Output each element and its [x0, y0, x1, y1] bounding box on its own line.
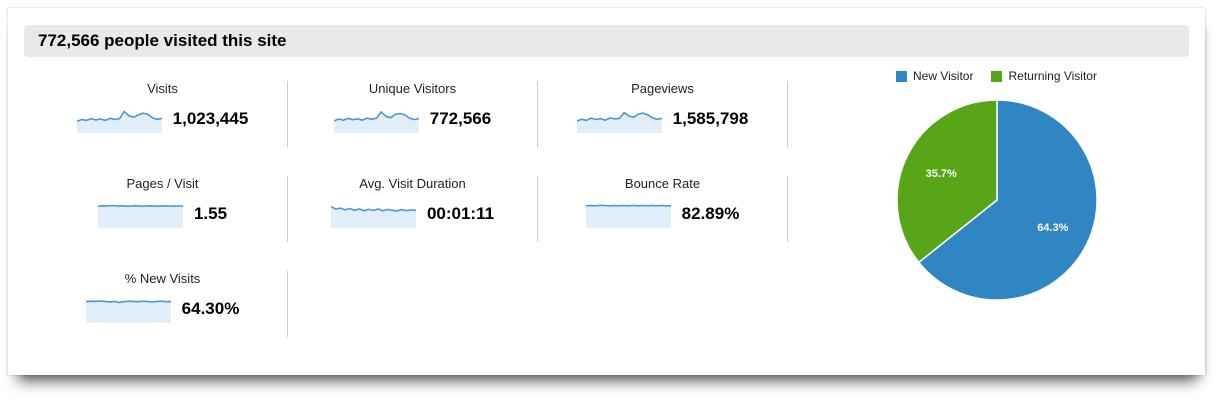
metrics-grid: Visits 1,023,445 Unique Visitors 772,566… [38, 63, 788, 337]
sparkline-chart-icon [330, 205, 416, 228]
metric-label: Bounce Rate [624, 176, 701, 191]
metric-percent-new-visits[interactable]: % New Visits 64.30% [38, 271, 288, 337]
sparkline-chart-icon [576, 111, 662, 133]
overview-header: 772,566 people visited this site [24, 25, 1189, 57]
legend-swatch-new-visitor-icon [896, 70, 908, 82]
metric-avg-visit-duration[interactable]: Avg. Visit Duration 00:01:11 [288, 176, 538, 242]
sparkline-chart-icon [85, 300, 171, 323]
legend-label: Returning Visitor [1008, 69, 1097, 83]
pie-legend: New Visitor Returning Visitor [896, 69, 1097, 83]
metric-label: Pages / Visit [126, 176, 199, 191]
legend-item-returning-visitor: Returning Visitor [991, 69, 1097, 83]
metric-bounce-rate[interactable]: Bounce Rate 82.89% [538, 176, 788, 242]
metric-pageviews[interactable]: Pageviews 1,585,798 [538, 81, 788, 147]
overview-content: Visits 1,023,445 Unique Visitors 772,566… [8, 63, 1205, 337]
sparkline-chart-icon [333, 111, 419, 133]
visitor-type-pie-chart[interactable]: 64.3% 35.7% [892, 95, 1102, 305]
metric-pages-per-visit[interactable]: Pages / Visit 1.55 [38, 176, 288, 242]
svg-text:35.7%: 35.7% [925, 168, 956, 180]
sparkline-chart-icon [585, 204, 671, 228]
metric-value: 1,585,798 [672, 109, 749, 128]
dashboard-page: 772,566 people visited this site Visits … [8, 8, 1205, 375]
page-title: 772,566 people visited this site [38, 31, 287, 50]
visitor-type-panel: New Visitor Returning Visitor 64.3% 35.7% [788, 63, 1205, 337]
metric-label: Unique Visitors [368, 81, 457, 96]
svg-text:64.3%: 64.3% [1037, 222, 1068, 234]
metric-value: 1,023,445 [172, 109, 249, 128]
metric-label: % New Visits [124, 271, 201, 286]
metric-label: Visits [147, 81, 178, 96]
legend-item-new-visitor: New Visitor [896, 69, 973, 83]
sparkline-chart-icon [76, 110, 162, 133]
metric-label: Avg. Visit Duration [359, 176, 466, 191]
metric-label: Pageviews [631, 81, 694, 96]
legend-swatch-returning-visitor-icon [991, 70, 1003, 82]
metric-value: 00:01:11 [426, 204, 495, 223]
metric-value: 64.30% [181, 299, 240, 318]
metric-visits[interactable]: Visits 1,023,445 [38, 81, 288, 147]
sparkline-chart-icon [97, 204, 183, 228]
metric-value: 82.89% [681, 204, 740, 223]
metric-value: 772,566 [429, 109, 492, 128]
metric-unique-visitors[interactable]: Unique Visitors 772,566 [288, 81, 538, 147]
legend-label: New Visitor [913, 69, 974, 83]
metric-value: 1.55 [193, 204, 228, 223]
